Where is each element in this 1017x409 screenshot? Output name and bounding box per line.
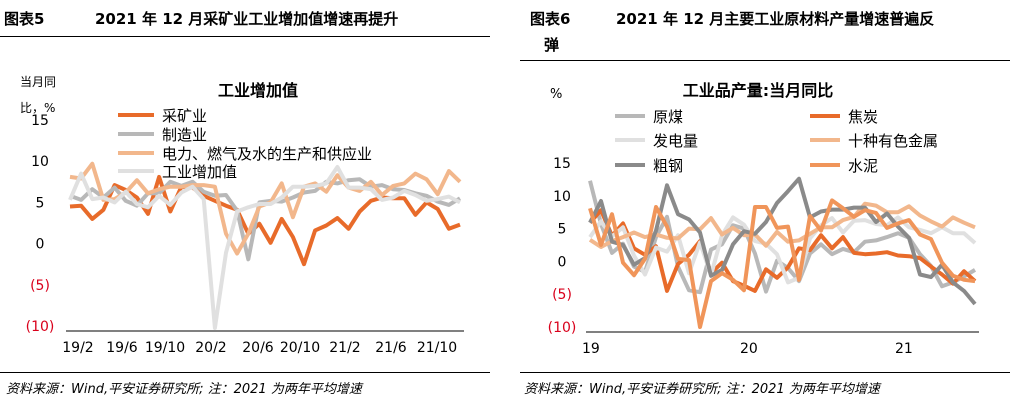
right-figure-number-wrap: 弹 — [544, 36, 560, 54]
left-series-line-2 — [69, 161, 462, 256]
right-legend-label: 水泥 — [848, 157, 878, 175]
right-series-line-5 — [588, 198, 976, 329]
left-xtick-label: 21/2 — [329, 340, 360, 356]
left-ytick-label: (5) — [30, 278, 50, 294]
right-chart-title: 工业品产量:当月同比 — [683, 81, 833, 100]
right-ytick-label: (5) — [552, 287, 572, 303]
left-xtick-label: 20/2 — [195, 340, 226, 356]
right-xtick-label: 20 — [740, 341, 758, 357]
right-title-rule — [520, 60, 1010, 61]
right-ytick-label: 0 — [558, 254, 567, 270]
right-legend-label: 焦炭 — [848, 108, 878, 126]
left-figure-title: 2021 年 12 月采矿业工业增加值增速再提升 — [95, 10, 399, 28]
left-title-rule — [0, 36, 490, 37]
left-xtick-label: 20/10 — [280, 340, 320, 356]
left-xtick-label: 20/6 — [242, 340, 274, 356]
right-series-line-2 — [588, 215, 977, 285]
left-legend-label: 工业增加值 — [162, 163, 237, 181]
left-ytick-label: 5 — [36, 195, 45, 211]
left-source-rule — [0, 372, 490, 373]
left-ylabel-line1: 当月同 — [20, 75, 56, 89]
right-legend-label: 发电量 — [653, 132, 698, 150]
right-series-line-4 — [588, 176, 977, 306]
left-legend-label: 电力、燃气及水的生产和供应业 — [162, 145, 372, 163]
right-xtick-label: 19 — [582, 341, 600, 357]
right-figure-panel: 图表6 弹 2021 年 12 月主要工业原材料产量增速普遍反 15 10 5 0 (5… — [520, 0, 1017, 409]
right-ytick-label: 15 — [553, 156, 571, 172]
left-ytick-label: 0 — [36, 237, 45, 253]
right-figure-title: 2021 年 12 月主要工业原材料产量增速普遍反 — [616, 10, 935, 28]
left-xtick-label: 19/10 — [145, 340, 185, 356]
left-chart-title: 工业增加值 — [218, 81, 298, 100]
left-legend-label: 采矿业 — [162, 107, 207, 125]
left-xtick-label: 21/10 — [417, 340, 457, 356]
left-xtick-label: 21/6 — [375, 340, 407, 356]
left-legend-label: 制造业 — [162, 126, 207, 144]
left-figure-panel: 图表5 2021 年 12 月采矿业工业增加值增速再提升 15 10 5 0 (5) (1… — [0, 0, 500, 409]
right-figure-number: 图表6 — [530, 10, 571, 28]
left-ytick-label: 15 — [31, 113, 49, 129]
right-source-rule — [520, 372, 1010, 373]
left-ytick-label: 10 — [31, 154, 49, 170]
right-ylabel: % — [550, 87, 562, 102]
left-ytick-label: (10) — [26, 319, 55, 335]
right-source-note: 资料来源：Wind,平安证券研究所; 注：2021 为两年平均增速 — [524, 382, 880, 397]
left-source-note: 资料来源：Wind,平安证券研究所; 注：2021 为两年平均增速 — [6, 382, 362, 397]
left-ylabel-line2: 比，% — [20, 101, 55, 115]
right-legend-label: 粗钢 — [653, 157, 683, 175]
right-legend-label: 十种有色金属 — [848, 132, 938, 150]
left-xtick-label: 19/6 — [106, 340, 138, 356]
left-series-line-3 — [68, 165, 461, 330]
right-xtick-label: 21 — [895, 341, 913, 357]
left-xtick-label: 19/2 — [62, 340, 93, 356]
right-ytick-label: 10 — [553, 189, 571, 205]
left-chart: 15 10 5 0 (5) (10) 19/2 19/6 19/10 20/2 20/6 20/10… — [20, 75, 464, 356]
left-figure-number: 图表5 — [4, 10, 45, 28]
right-legend-label: 原煤 — [653, 108, 683, 126]
right-ytick-label: 5 — [558, 222, 567, 238]
right-ytick-label: (10) — [548, 320, 577, 336]
